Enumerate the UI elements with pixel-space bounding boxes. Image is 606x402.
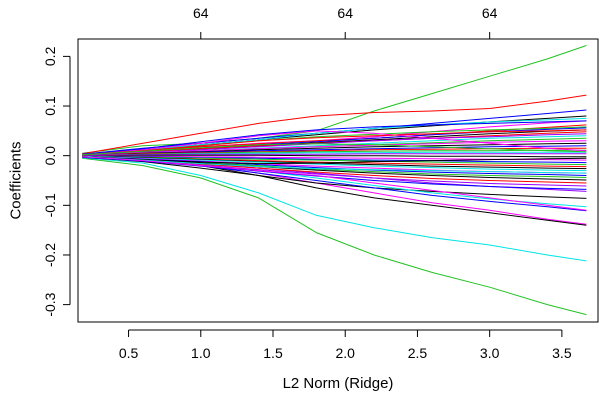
series-line-s13 <box>82 117 587 155</box>
series-line-s1 <box>82 45 587 154</box>
series-line-s7 <box>82 156 587 199</box>
x-tick-label: 1.0 <box>191 345 211 361</box>
y-tick-label: -0.2 <box>42 243 58 267</box>
series-line-s29 <box>82 153 587 156</box>
series-line-s30 <box>82 154 587 158</box>
series-line-s20 <box>82 133 587 156</box>
x-axis-title: L2 Norm (Ridge) <box>283 375 394 392</box>
top-axis: 64 64 64 <box>193 5 498 40</box>
x-tick-label: 2.5 <box>408 345 428 361</box>
series-line-s48 <box>82 156 587 174</box>
plot-frame <box>77 38 599 323</box>
series-line-s9 <box>82 156 587 208</box>
series-line-s46 <box>82 129 587 156</box>
series-line-s36 <box>82 155 587 172</box>
y-axis: -0.3 -0.2 -0.1 0.0 0.1 0.2 <box>42 46 71 317</box>
series-line-s47 <box>82 156 587 165</box>
y-tick-label: 0.1 <box>42 96 58 116</box>
x-tick-label: 2.0 <box>335 345 355 361</box>
series-line-s33 <box>82 155 587 166</box>
top-tick-label: 64 <box>482 5 498 21</box>
top-tick-label: 64 <box>337 5 353 21</box>
y-tick-label: -0.3 <box>42 292 58 316</box>
series-line-s50 <box>82 156 587 211</box>
series-line-s3 <box>82 157 587 262</box>
series-line-s45 <box>82 120 587 155</box>
series-lines <box>82 45 587 316</box>
y-tick-label: 0.2 <box>42 46 58 66</box>
x-tick-label: 0.5 <box>119 345 139 361</box>
series-line-s2 <box>82 157 587 316</box>
series-line-s23 <box>82 140 587 156</box>
y-axis-title: Coefficients <box>8 141 25 219</box>
top-tick-label: 64 <box>193 5 209 21</box>
series-line-s44 <box>82 130 587 156</box>
x-tick-label: 3.5 <box>552 345 572 361</box>
y-tick-label: -0.1 <box>42 193 58 217</box>
y-tick-label: 0.0 <box>42 146 58 166</box>
x-axis: 0.5 1.0 1.5 2.0 2.5 3.0 3.5 <box>119 329 572 361</box>
series-line-s49 <box>82 143 587 156</box>
x-tick-label: 3.0 <box>480 345 500 361</box>
series-line-s4 <box>82 94 587 155</box>
x-tick-label: 1.5 <box>263 345 283 361</box>
